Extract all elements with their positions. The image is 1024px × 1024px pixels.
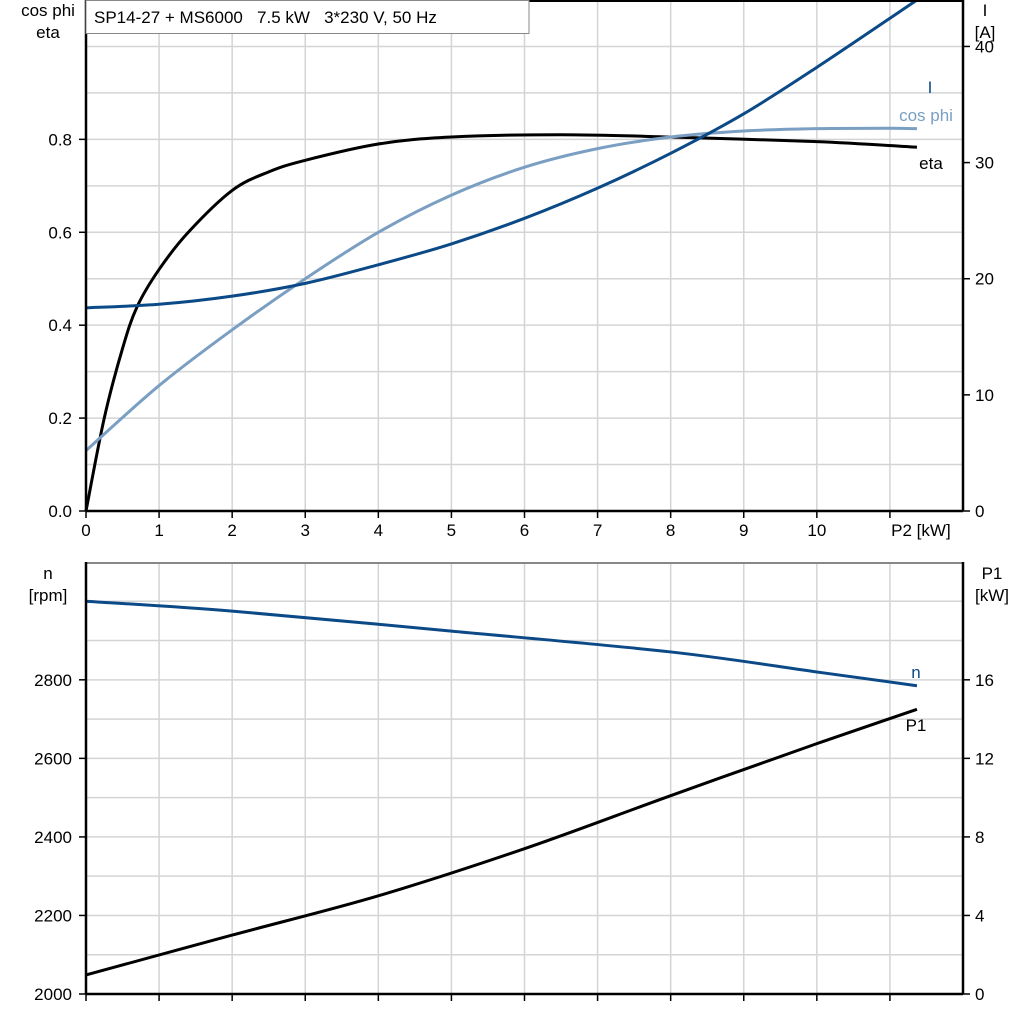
x-tick-label: 8 — [666, 521, 675, 540]
right-tick-label: 20 — [975, 270, 994, 289]
right-axis-label: [kW] — [975, 586, 1009, 605]
right-axis-label: P1 — [982, 564, 1003, 583]
x-tick-label: 2 — [227, 521, 236, 540]
left-tick-label: 2800 — [34, 671, 72, 690]
left-axis-label: eta — [36, 23, 60, 42]
right-tick-label: 40 — [975, 37, 994, 56]
x-tick-label: 1 — [154, 521, 163, 540]
series-P1-line — [85, 707, 918, 977]
bottom-plot-grid — [86, 562, 963, 994]
x-tick-label: 5 — [447, 521, 456, 540]
curves — [84, 0, 918, 977]
x-tick-label: 10 — [807, 521, 826, 540]
series-n-label: n — [911, 663, 920, 682]
left-tick-label: 0.4 — [48, 316, 72, 335]
right-axis-label: [A] — [975, 23, 996, 42]
left-tick-label: 2200 — [34, 906, 72, 925]
left-tick-label: 2000 — [34, 985, 72, 1004]
x-tick-label: 3 — [301, 521, 310, 540]
right-tick-label: 4 — [975, 906, 984, 925]
series-P1-label: P1 — [906, 716, 927, 735]
left-tick-label: 0.6 — [48, 223, 72, 242]
left-tick-label: 0.2 — [48, 409, 72, 428]
x-tick-label: 0 — [81, 521, 90, 540]
right-tick-label: 16 — [975, 671, 994, 690]
left-axis-label: n — [43, 564, 52, 583]
right-tick-label: 0 — [975, 985, 984, 1004]
x-tick-label: 9 — [739, 521, 748, 540]
series-eta-label: eta — [919, 154, 943, 173]
x-tick-label: 4 — [374, 521, 383, 540]
x-tick-label: 7 — [593, 521, 602, 540]
left-tick-label: 2400 — [34, 828, 72, 847]
right-tick-label: 12 — [975, 749, 994, 768]
series-n-line — [85, 599, 918, 688]
left-tick-label: 0.0 — [48, 502, 72, 521]
series-cos-phi-label: cos phi — [899, 106, 953, 125]
left-tick-label: 0.8 — [48, 130, 72, 149]
right-axis-label: I — [983, 1, 988, 20]
left-tick-label: 2600 — [34, 749, 72, 768]
chart-title-box: SP14-27 + MS6000 7.5 kW 3*230 V, 50 Hz — [85, 0, 530, 34]
left-axis-label: cos phi — [21, 1, 75, 20]
chart-title: SP14-27 + MS6000 7.5 kW 3*230 V, 50 Hz — [94, 8, 437, 27]
x-tick-label: 6 — [520, 521, 529, 540]
series-eta-line — [84, 133, 918, 512]
x-axis-label: P2 [kW] — [891, 521, 951, 540]
left-axis-label: [rpm] — [29, 586, 68, 605]
series-I-label: I — [928, 78, 933, 97]
right-tick-label: 10 — [975, 386, 994, 405]
right-tick-label: 0 — [975, 502, 984, 521]
right-tick-label: 8 — [975, 828, 984, 847]
series-cos-phi-line — [85, 126, 917, 452]
right-tick-label: 30 — [975, 154, 994, 173]
top-plot-grid — [86, 0, 963, 511]
series-I-line — [85, 0, 918, 310]
axes — [79, 0, 970, 1001]
